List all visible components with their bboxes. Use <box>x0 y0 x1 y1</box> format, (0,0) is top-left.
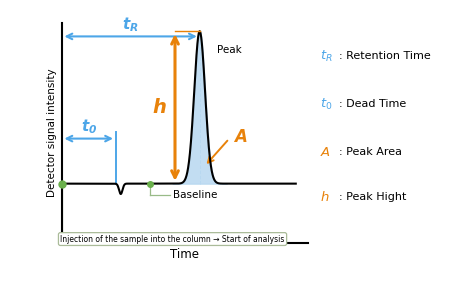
Text: : Peak Hight: : Peak Hight <box>339 192 406 202</box>
Text: $\bfit{A}$: $\bfit{A}$ <box>233 128 247 146</box>
Text: $h$: $h$ <box>320 190 329 204</box>
Text: Injection of the sample into the column → Start of analysis: Injection of the sample into the column … <box>60 235 285 244</box>
Text: : Dead Time: : Dead Time <box>339 99 406 109</box>
Text: : Peak Area: : Peak Area <box>339 147 402 157</box>
Text: $t_0$: $t_0$ <box>320 97 332 112</box>
Text: : Retention Time: : Retention Time <box>339 51 431 61</box>
Text: Peak: Peak <box>217 45 242 54</box>
Y-axis label: Detector signal intensity: Detector signal intensity <box>47 68 57 197</box>
X-axis label: Time: Time <box>170 248 200 261</box>
Text: $A$: $A$ <box>320 146 331 159</box>
Text: Baseline: Baseline <box>173 190 217 200</box>
Text: $\bfit{t}_0$: $\bfit{t}_0$ <box>81 117 97 136</box>
Text: $\bfit{t}_R$: $\bfit{t}_R$ <box>122 15 139 34</box>
Text: $t_R$: $t_R$ <box>320 49 333 64</box>
Text: $\bfit{h}$: $\bfit{h}$ <box>152 98 166 117</box>
